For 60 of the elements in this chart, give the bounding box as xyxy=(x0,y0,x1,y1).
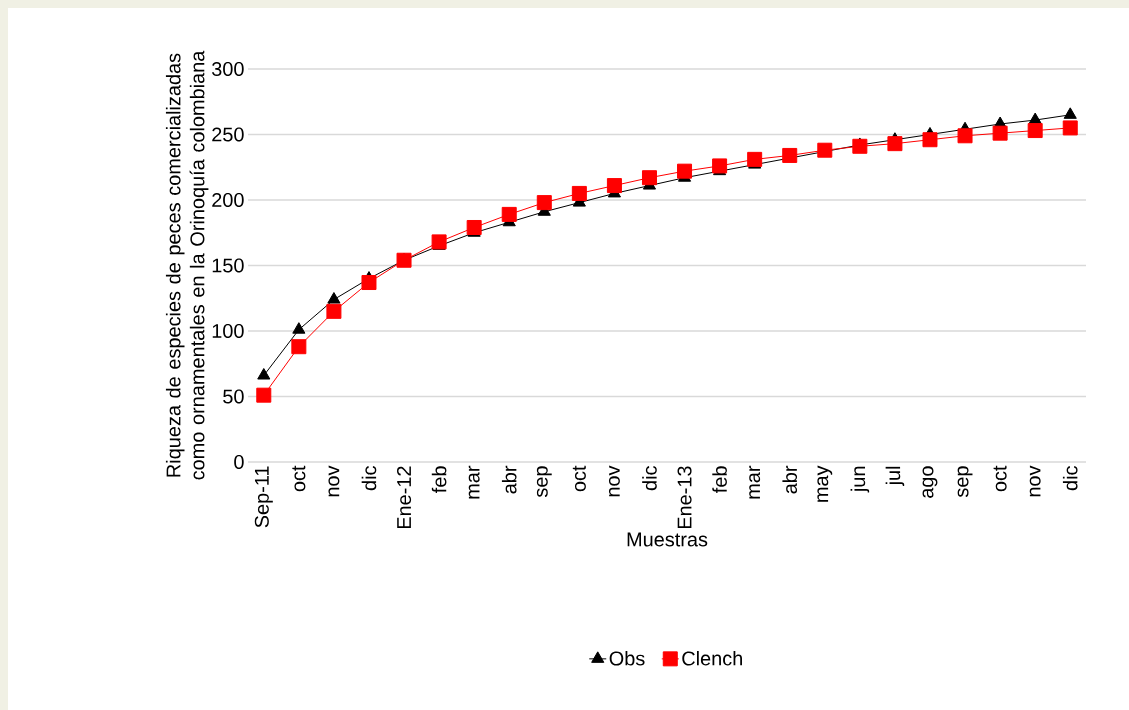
point xyxy=(501,206,517,222)
point xyxy=(922,132,938,148)
point xyxy=(852,138,868,154)
x-tick-label: jul xyxy=(885,466,905,486)
legend-label: Clench xyxy=(682,650,742,666)
point xyxy=(747,151,763,167)
x-tick-label: sep xyxy=(536,466,552,498)
x-tick-label: mar xyxy=(468,465,480,499)
x-tick-label: dic xyxy=(361,466,377,491)
point xyxy=(327,292,341,304)
x-tick-label: oct xyxy=(292,465,306,492)
x-tick-label: feb xyxy=(712,466,727,493)
point xyxy=(292,322,306,334)
x-tick-label: may xyxy=(817,465,833,502)
y-axis-title: Riqueza de especies de peces comercializadas como ornamentales en la Orinoquía colombiana xyxy=(165,50,209,480)
x-tick-label: nov xyxy=(328,465,340,497)
x-tick-label: Ene-12 xyxy=(396,466,412,529)
x-tick-label: Ene-13 xyxy=(677,466,692,529)
y-tick-label: 50 xyxy=(223,389,244,404)
point xyxy=(291,339,307,355)
x-tick-label: abr xyxy=(501,465,517,494)
point xyxy=(1062,120,1078,136)
point xyxy=(606,178,622,194)
point xyxy=(957,128,973,144)
x-tick-label: oct xyxy=(993,465,1007,492)
point xyxy=(1027,123,1043,139)
x-tick-label: oct xyxy=(572,465,586,492)
point xyxy=(992,125,1008,141)
x-tick-label: dic xyxy=(642,466,657,491)
x-tick-label: mar xyxy=(749,465,761,499)
point xyxy=(1063,107,1077,119)
x-tick-label: jun xyxy=(850,466,870,493)
x-tick-label: abr xyxy=(782,465,798,494)
point xyxy=(431,234,447,250)
legend-label: Obs xyxy=(609,650,645,666)
point xyxy=(887,136,903,152)
x-tick-label: nov xyxy=(1029,465,1041,497)
point xyxy=(256,387,272,403)
x-tick-label: dic xyxy=(1062,466,1078,491)
point xyxy=(536,195,552,211)
y-tick-label: 100 xyxy=(212,323,244,339)
point xyxy=(466,219,482,235)
x-tick-label: sep xyxy=(957,466,973,498)
x-axis-title: Muestras xyxy=(627,532,708,547)
point xyxy=(361,275,377,291)
point xyxy=(641,170,657,186)
y-tick-label: 250 xyxy=(212,127,244,142)
y-tick-label: 300 xyxy=(212,61,244,77)
point xyxy=(257,368,271,380)
point xyxy=(712,158,728,174)
y-tick-label: 200 xyxy=(212,192,244,208)
point xyxy=(571,185,587,201)
point xyxy=(677,163,693,179)
x-tick-label: Sep-11 xyxy=(254,466,273,528)
point xyxy=(326,303,342,319)
x-tick-label: nov xyxy=(608,465,620,497)
x-tick-label: feb xyxy=(431,466,447,493)
x-tick-label: ago xyxy=(922,466,938,498)
y-tick-label: 0 xyxy=(234,454,244,470)
y-tick-label: 150 xyxy=(212,258,244,273)
